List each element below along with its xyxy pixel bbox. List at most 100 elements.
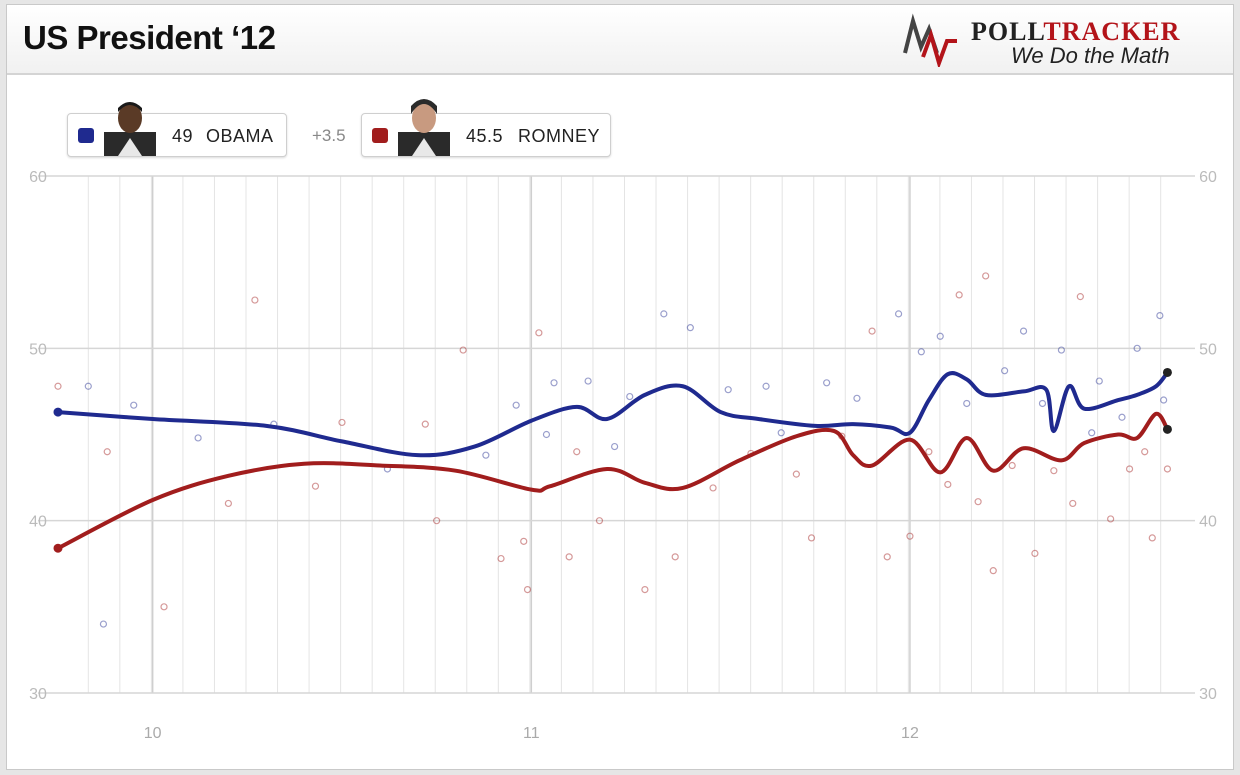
poll-point bbox=[1088, 429, 1096, 437]
poll-point bbox=[421, 420, 429, 428]
poll-point bbox=[512, 401, 520, 409]
poll-point bbox=[955, 291, 963, 299]
x-tick-label: 11 bbox=[523, 725, 540, 742]
poll-point bbox=[823, 379, 831, 387]
poll-point bbox=[1107, 515, 1115, 523]
poll-point bbox=[724, 386, 732, 394]
obama-end-point bbox=[1162, 367, 1172, 377]
header: US President ‘12 POLLTRACKER We Do the M… bbox=[7, 5, 1233, 75]
poll-point bbox=[853, 394, 861, 402]
poll-point bbox=[1095, 377, 1103, 385]
polltracker-logo[interactable]: POLLTRACKER We Do the Math bbox=[901, 13, 1221, 68]
poll-point bbox=[103, 448, 111, 456]
poll-point bbox=[1141, 448, 1149, 456]
x-tick-label: 12 bbox=[901, 725, 919, 742]
poll-point bbox=[883, 553, 891, 561]
y-tick-label-left: 60 bbox=[29, 169, 47, 186]
spread-value: +3.5 bbox=[312, 126, 346, 145]
chart-title: US President ‘12 bbox=[23, 19, 276, 56]
poll-point bbox=[459, 346, 467, 354]
poll-point bbox=[565, 553, 573, 561]
poll-point bbox=[982, 272, 990, 280]
poll-point bbox=[497, 554, 505, 563]
romney-end-point bbox=[1162, 424, 1172, 434]
romney-portrait-icon bbox=[398, 99, 450, 156]
poll-point bbox=[963, 399, 971, 408]
poll-point bbox=[338, 418, 346, 427]
poll-point bbox=[917, 348, 925, 356]
poll-point bbox=[84, 382, 92, 390]
poll-point bbox=[251, 296, 259, 304]
poll-point bbox=[944, 480, 952, 489]
obama-value: 49 bbox=[172, 126, 194, 146]
poll-point bbox=[542, 430, 551, 439]
grid-lines bbox=[38, 175, 1195, 694]
poll-point bbox=[54, 382, 62, 390]
poll-point bbox=[1118, 413, 1126, 421]
poll-point bbox=[906, 532, 914, 540]
obama-trend-line bbox=[56, 370, 1170, 458]
poll-point bbox=[1038, 399, 1047, 408]
poll-point bbox=[1050, 467, 1058, 475]
poll-point bbox=[1125, 465, 1134, 473]
poll-point bbox=[974, 498, 982, 506]
poll-point bbox=[584, 377, 592, 385]
poll-point bbox=[550, 379, 558, 387]
poll-point bbox=[1019, 327, 1028, 335]
poll-point bbox=[925, 448, 933, 456]
poll-point bbox=[660, 310, 668, 318]
poll-point bbox=[936, 332, 944, 340]
brand-part-poll: POLL bbox=[971, 17, 1044, 46]
poll-point bbox=[671, 553, 679, 561]
poll-point bbox=[1076, 293, 1084, 301]
poll-point bbox=[807, 534, 816, 542]
legend-romney[interactable]: 45.5 ROMNEY bbox=[361, 99, 611, 157]
poll-point bbox=[595, 517, 604, 525]
obama-swatch bbox=[78, 128, 94, 143]
romney-swatch bbox=[372, 128, 388, 143]
poll-points bbox=[54, 272, 1172, 628]
y-tick-label-right: 30 bbox=[1199, 686, 1217, 703]
poll-point bbox=[1133, 344, 1141, 352]
poll-point bbox=[520, 537, 528, 545]
poll-point bbox=[523, 585, 532, 594]
poll-point bbox=[1163, 465, 1172, 473]
y-tick-label-left: 30 bbox=[29, 686, 47, 703]
poll-point bbox=[989, 567, 997, 575]
chart-frame: US President ‘12 POLLTRACKER We Do the M… bbox=[6, 4, 1234, 770]
poll-point bbox=[311, 482, 320, 490]
y-tick-label-right: 60 bbox=[1199, 169, 1217, 186]
x-tick-label: 10 bbox=[144, 725, 162, 742]
poll-point bbox=[535, 329, 543, 337]
poll-point bbox=[224, 499, 232, 508]
y-tick-label-right: 50 bbox=[1199, 341, 1217, 358]
poll-point bbox=[611, 442, 619, 451]
poll-point bbox=[482, 451, 490, 459]
y-tick-label-right: 40 bbox=[1199, 514, 1217, 531]
poll-point bbox=[1069, 499, 1077, 508]
poll-point bbox=[1031, 549, 1039, 558]
y-tick-label-left: 40 bbox=[29, 514, 47, 531]
y-tick-label-left: 50 bbox=[29, 341, 47, 358]
obama-name: OBAMA bbox=[206, 126, 274, 146]
poll-point bbox=[777, 429, 785, 437]
poll-point bbox=[433, 517, 441, 525]
poll-point bbox=[99, 620, 108, 628]
poll-point bbox=[1148, 534, 1156, 542]
poll-point bbox=[1156, 311, 1164, 320]
poll-point bbox=[792, 470, 800, 478]
checkmark-logo-icon bbox=[903, 13, 957, 67]
poll-point bbox=[1160, 396, 1168, 404]
brand-part-tracker: TRACKER bbox=[1043, 17, 1181, 46]
poll-point bbox=[1001, 367, 1009, 375]
brand-tagline: We Do the Math bbox=[1011, 43, 1170, 68]
poll-point bbox=[1057, 346, 1066, 354]
romney-trend-line bbox=[56, 411, 1170, 551]
brand-name: POLLTRACKER bbox=[971, 17, 1180, 47]
poll-point bbox=[868, 327, 876, 335]
obama-portrait-icon bbox=[104, 102, 156, 156]
legend-obama[interactable]: 49 OBAMA bbox=[67, 102, 287, 157]
romney-start-point bbox=[53, 543, 63, 553]
poll-point bbox=[686, 324, 694, 332]
